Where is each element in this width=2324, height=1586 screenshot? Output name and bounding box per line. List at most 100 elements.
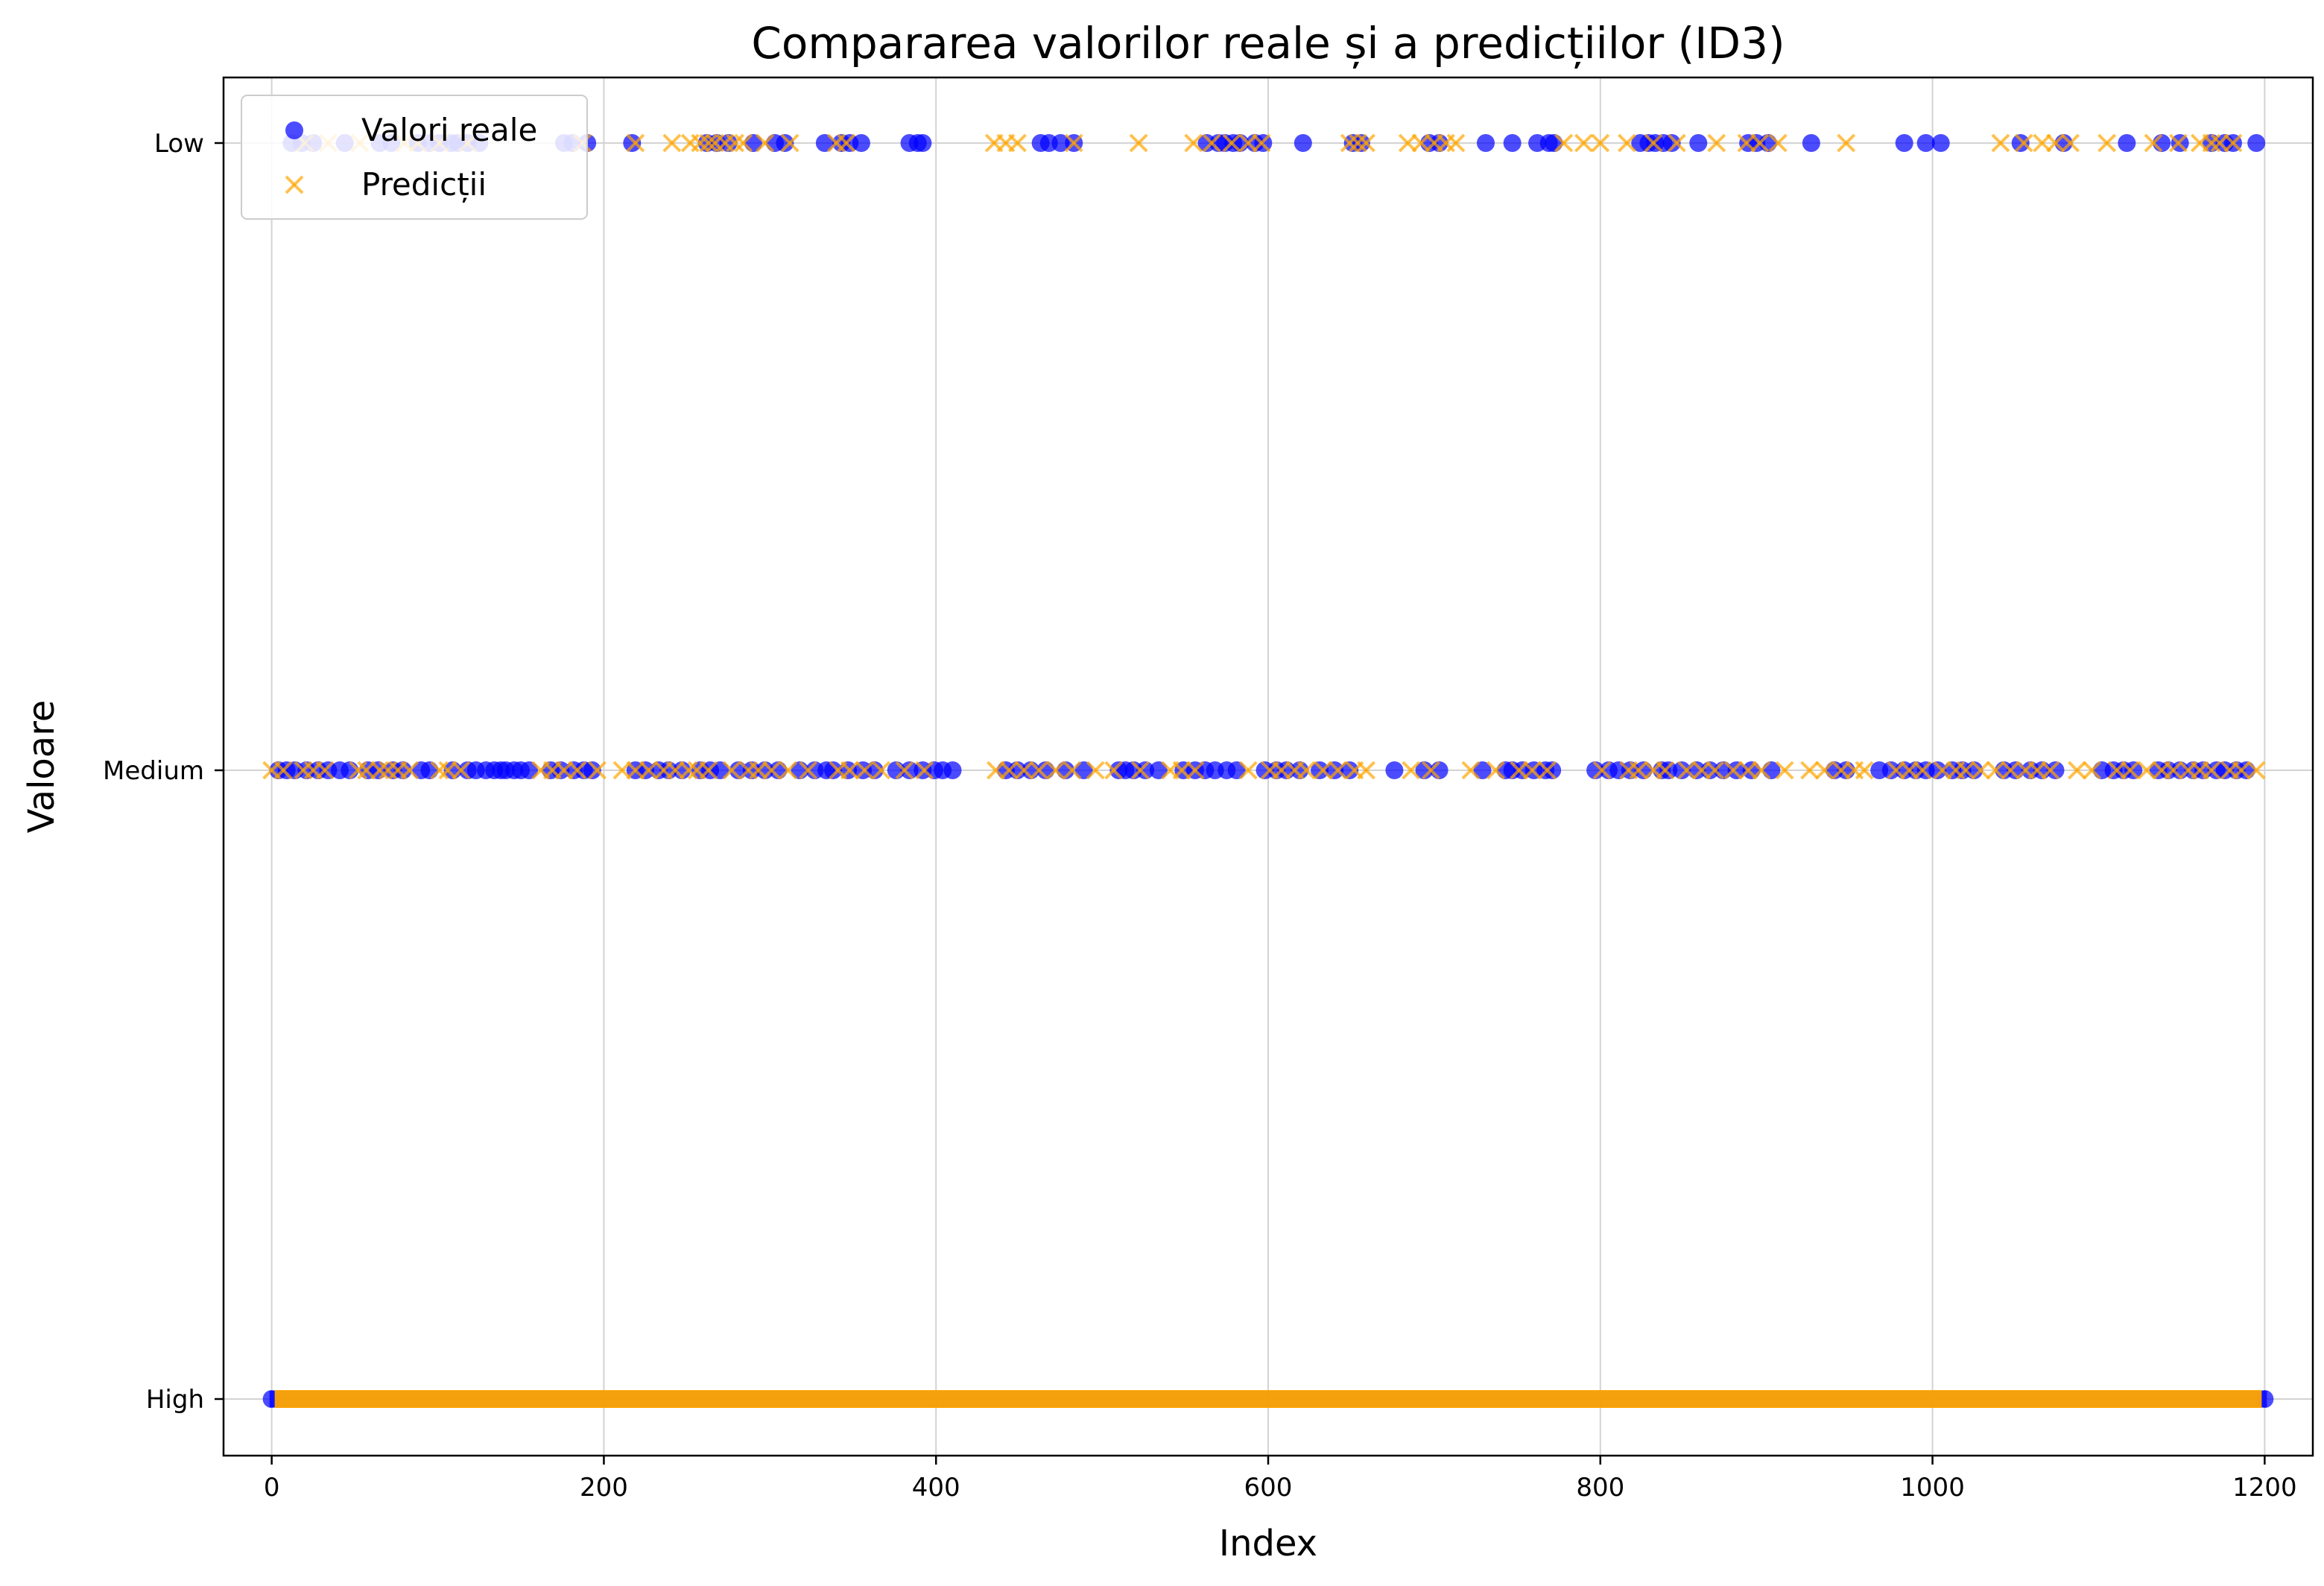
y-axis-ticks: High Medium Low [103,129,224,1415]
y-tick-label: Medium [103,756,204,786]
point-predictii [840,761,859,780]
point-predictii [1554,133,1574,153]
point-predictii [612,761,632,780]
point-predictii [662,133,682,153]
point-predictii [400,761,419,780]
dense-bands [262,1390,2274,1408]
y-tick-label: High [146,1385,204,1415]
point-predictii [1461,761,1481,780]
point-valori-reale [1326,761,1344,779]
point-predictii [726,133,744,153]
point-predictii [370,761,389,780]
legend: Valori reale Predicții [241,95,588,220]
point-predictii [1130,761,1150,780]
point-predictii [2137,761,2156,780]
point-predictii [1800,761,1820,780]
point-predictii [626,761,645,780]
point-valori-reale [756,761,774,779]
point-valori-reale [673,761,691,779]
point-predictii [1238,133,1258,153]
point-predictii [1887,761,1905,780]
x-tick-label: 200 [580,1473,628,1503]
point-predictii [1644,133,1663,153]
point-predictii [1738,761,1758,780]
point-valori-reale [1503,134,1522,152]
point-predictii [1422,761,1440,780]
point-predictii [1129,133,1148,153]
point-predictii [1933,761,1952,780]
point-predictii [1750,133,1770,153]
point-valori-reale [1881,761,1900,779]
point-predictii [1202,133,1221,153]
point-predictii [756,133,775,153]
point-valori-reale [1074,761,1093,779]
point-predictii [1618,133,1636,153]
point-predictii [1014,761,1033,780]
point-valori-reale [393,761,412,779]
point-predictii [1737,133,1756,153]
point-predictii [987,761,1005,780]
x-tick-label: 1200 [2232,1473,2297,1503]
point-valori-reale [520,761,539,779]
point-predictii [1348,133,1367,153]
point-predictii [1656,761,1675,780]
point-predictii [1510,761,1528,780]
point-predictii [1538,761,1557,780]
point-predictii [2144,133,2163,153]
point-predictii [2001,761,2020,780]
point-predictii [779,761,798,780]
point-valori-reale [742,761,761,779]
point-predictii [1913,761,1932,780]
point-predictii [1775,761,1794,780]
point-predictii [1768,133,1788,153]
point-predictii [452,761,471,780]
point-valori-reale [1689,134,1708,152]
point-predictii [2046,133,2065,153]
point-valori-reale [420,761,439,779]
point-predictii [1899,761,1919,780]
point-valori-reale [1895,134,1913,152]
x-tick-label: 600 [1244,1473,1293,1503]
point-valori-reale [719,134,738,152]
point-valori-reale [2247,134,2266,152]
point-predictii [554,761,574,780]
point-predictii [2061,133,2080,153]
point-predictii [762,761,781,780]
point-predictii [1184,133,1203,153]
point-predictii [1272,761,1291,780]
point-valori-reale [914,134,932,152]
point-predictii [1592,761,1612,780]
point-predictii [679,761,698,780]
point-predictii [780,133,800,153]
point-predictii [1991,133,2010,153]
x-tick-label: 800 [1576,1473,1624,1503]
point-valori-reale [1673,761,1691,779]
point-predictii [1357,761,1375,780]
point-predictii [2041,761,2060,780]
point-predictii [1837,133,1856,153]
point-predictii [1986,761,2005,780]
legend-label-valori-reale: Valori reale [361,112,537,148]
point-valori-reale [815,134,834,152]
point-predictii [1591,133,1610,153]
point-valori-reale [2046,761,2065,779]
y-axis-label: Valoare [21,700,63,834]
point-predictii [2083,761,2101,780]
point-valori-reale [1311,761,1329,779]
legend-marker-predictii [285,175,304,194]
point-valori-reale [1802,134,1820,152]
point-valori-reale [1727,761,1746,779]
point-predictii [1815,761,1834,780]
point-predictii [2202,761,2221,780]
point-predictii [1064,133,1083,153]
point-predictii [1446,133,1466,153]
point-predictii [1104,761,1124,780]
point-predictii [837,133,856,153]
point-valori-reale [583,761,601,779]
point-predictii [1707,133,1726,153]
point-predictii [2033,133,2052,153]
point-valori-reale [1662,134,1681,152]
point-predictii [2121,761,2140,780]
point-valori-reale [1291,761,1309,779]
